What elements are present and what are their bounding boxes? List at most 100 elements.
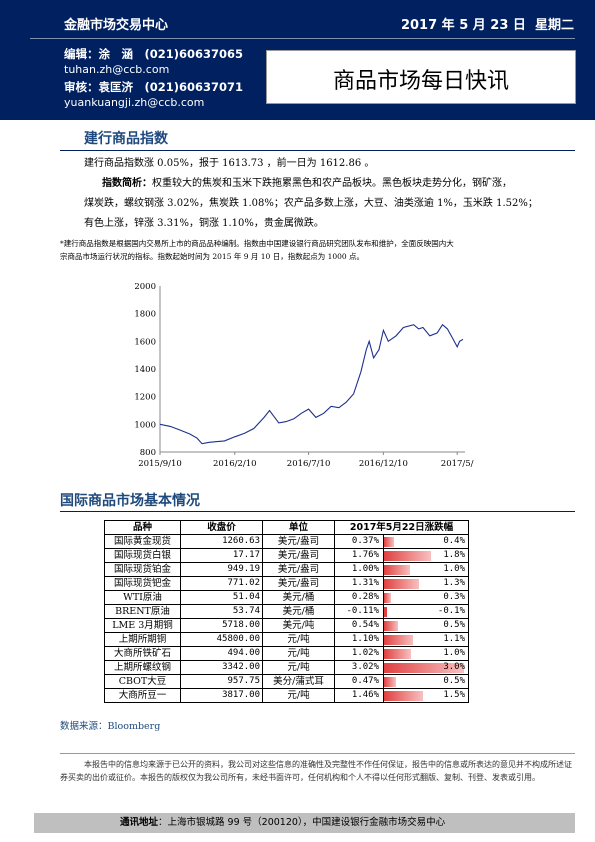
change-divider — [383, 675, 384, 688]
table-row: 国际现货钯金 771.02 美元/盎司 1.31% 1.3% — [104, 576, 469, 591]
change-cell: 0.28% 0.3% — [334, 590, 469, 605]
change-bar-label: 0.3% — [443, 592, 465, 602]
change-bar — [384, 649, 412, 659]
change-pct: 1.00% — [351, 564, 379, 574]
change-bar — [384, 579, 419, 589]
brief-label: 指数简析： — [102, 178, 152, 189]
change-bar — [384, 565, 411, 575]
price-unit: 元/吨 — [262, 632, 335, 647]
price-unit: 元/吨 — [262, 688, 335, 703]
market-table-header: 品种 收盘价 单位 2017年5月22日涨跌幅 — [104, 520, 469, 535]
brief-line-1: 权重较大的焦炭和玉米下跌拖累黑色和农产品板块。黑色板块走势分化，钢矿涨， — [152, 178, 512, 189]
y-tick-label: 1600 — [134, 337, 156, 347]
y-tick-label: 1800 — [134, 310, 156, 320]
header-band: 金融市场交易中心 2017 年 5 月 23 日 星期二 编辑：涂 涵 (021… — [0, 0, 595, 120]
change-cell: 0.47% 0.5% — [334, 674, 469, 689]
close-price: 17.17 — [180, 548, 263, 563]
x-tick-label: 2016/2/10 — [213, 459, 257, 469]
footer-address: ：上海市银城路 99 号（200120），中国建设银行金融市场交易中心 — [158, 817, 446, 828]
market-section-rule — [60, 511, 575, 512]
commodity-name: CBOT大豆 — [104, 674, 181, 689]
editor-email[interactable]: tuhan.zh@ccb.com — [64, 63, 170, 76]
market-section-title: 国际商品市场基本情况 — [60, 493, 200, 509]
footer-label: 通讯地址 — [120, 817, 159, 828]
change-pct: 1.46% — [351, 690, 379, 700]
change-bar — [384, 551, 431, 561]
commodity-name: 大商所铁矿石 — [104, 646, 181, 661]
table-row: 国际现货铂金 949.19 美元/盎司 1.00% 1.0% — [104, 562, 469, 577]
change-cell: 1.31% 1.3% — [334, 576, 469, 591]
commodity-name: 国际现货白银 — [104, 548, 181, 563]
market-table: 品种 收盘价 单位 2017年5月22日涨跌幅 国际黄金现货 1260.63 美元/… — [104, 520, 469, 703]
table-row: 国际现货白银 17.17 美元/盎司 1.76% 1.8% — [104, 548, 469, 563]
col-name-header: 品种 — [104, 520, 181, 535]
change-bar — [384, 677, 397, 687]
table-row: 大商所铁矿石 494.00 元/吨 1.02% 1.0% — [104, 646, 469, 661]
report-date: 2017 年 5 月 23 日 星期二 — [401, 14, 574, 33]
weekday-text: 星期二 — [534, 18, 574, 33]
y-tick-label: 2000 — [134, 282, 156, 292]
change-pct: 1.02% — [351, 648, 379, 658]
commodity-name: 上期所期铜 — [104, 632, 181, 647]
change-cell: -0.11% -0.1% — [334, 604, 469, 619]
table-row: 大商所豆一 3817.00 元/吨 1.46% 1.5% — [104, 688, 469, 703]
price-unit: 美元/桶 — [262, 604, 335, 619]
index-section-title: 建行商品指数 — [84, 131, 168, 147]
close-price: 53.74 — [180, 604, 263, 619]
price-unit: 美元/吨 — [262, 618, 335, 633]
change-cell: 3.02% 3.0% — [334, 660, 469, 675]
change-cell: 0.54% 0.5% — [334, 618, 469, 633]
close-price: 51.04 — [180, 590, 263, 605]
change-divider — [383, 605, 384, 618]
y-tick-label: 1400 — [134, 365, 156, 375]
change-bar-label: 1.3% — [443, 578, 465, 588]
change-divider — [383, 619, 384, 632]
price-unit: 美分/蒲式耳 — [262, 674, 335, 689]
table-row: 上期所螺纹钢 3342.00 元/吨 3.02% 3.0% — [104, 660, 469, 675]
change-bar-label: 1.0% — [443, 648, 465, 658]
change-bar-label: 1.1% — [443, 634, 465, 644]
table-row: WTI原油 51.04 美元/桶 0.28% 0.3% — [104, 590, 469, 605]
change-bar-label: 0.5% — [443, 620, 465, 630]
table-row: 国际黄金现货 1260.63 美元/盎司 0.37% 0.4% — [104, 534, 469, 549]
change-divider — [383, 689, 384, 702]
table-row: 上期所期铜 45800.00 元/吨 1.10% 1.1% — [104, 632, 469, 647]
report-title: 商品市场每日快讯 — [332, 69, 509, 94]
brief-line-3: 有色上涨，锌涨 3.31%，铜涨 1.10%，贵金属微跌。 — [84, 218, 324, 229]
commodity-name: WTI原油 — [104, 590, 181, 605]
header-divider — [30, 38, 575, 39]
change-bar-label: 0.5% — [443, 676, 465, 686]
change-pct: 3.02% — [351, 662, 379, 672]
table-row: CBOT大豆 957.75 美分/蒲式耳 0.47% 0.5% — [104, 674, 469, 689]
col-unit-header: 单位 — [262, 520, 335, 535]
price-unit: 美元/盎司 — [262, 562, 335, 577]
change-pct: 0.47% — [351, 676, 379, 686]
change-bar — [384, 537, 394, 547]
change-divider — [383, 633, 384, 646]
commodity-name: 国际现货铂金 — [104, 562, 181, 577]
change-bar-label: 1.8% — [443, 550, 465, 560]
commodity-name: 大商所豆一 — [104, 688, 181, 703]
close-price: 3342.00 — [180, 660, 263, 675]
table-row: BRENT原油 53.74 美元/桶 -0.11% -0.1% — [104, 604, 469, 619]
commodity-name: 国际现货钯金 — [104, 576, 181, 591]
price-unit: 美元/盎司 — [262, 534, 335, 549]
y-tick-label: 800 — [140, 448, 156, 458]
change-pct: -0.11% — [346, 606, 379, 616]
change-divider — [383, 661, 384, 674]
change-cell: 1.02% 1.0% — [334, 646, 469, 661]
index-summary: 建行商品指数涨 0.05%，报于 1613.73 ，前一日为 1612.86 。 — [84, 158, 375, 169]
col-change-header: 2017年5月22日涨跌幅 — [334, 520, 469, 535]
change-cell: 1.76% 1.8% — [334, 548, 469, 563]
close-price: 45800.00 — [180, 632, 263, 647]
change-bar-label: 1.5% — [443, 690, 465, 700]
price-unit: 元/吨 — [262, 660, 335, 675]
change-bar-label: 1.0% — [443, 564, 465, 574]
disclaimer-rule — [60, 753, 575, 754]
close-price: 949.19 — [180, 562, 263, 577]
x-tick-label: 2016/12/10 — [359, 459, 408, 469]
change-pct: 1.10% — [351, 634, 379, 644]
change-pct: 0.54% — [351, 620, 379, 630]
change-cell: 0.37% 0.4% — [334, 534, 469, 549]
reviewer-email[interactable]: yuankuangji.zh@ccb.com — [64, 96, 205, 109]
